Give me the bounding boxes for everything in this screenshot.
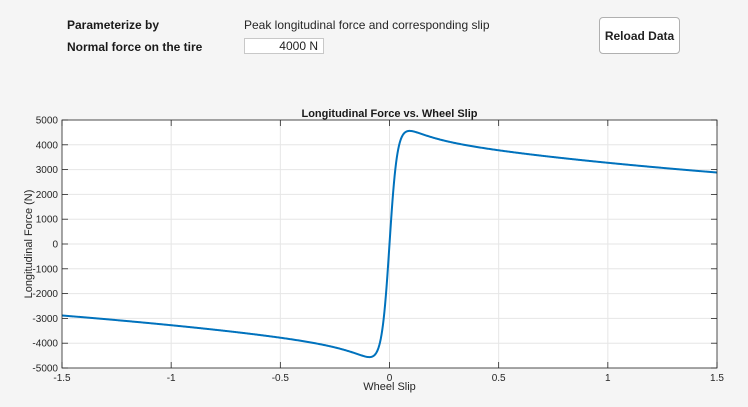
y-tick-label: -1000 [32,264,58,275]
axis-ticks: -1.5 -1 -0.5 0 0.5 1 1.5 -5000 -4000 -3000 -2000 -1… [32,116,724,385]
y-tick-label: -5000 [32,364,58,375]
y-tick-label: 4000 [36,140,59,151]
x-tick-label: 0 [387,373,393,384]
x-tick-label: -1.5 [53,373,71,384]
x-tick-label: 0.5 [492,373,506,384]
y-tick-label: 3000 [36,165,59,176]
x-tick-label: -0.5 [272,373,290,384]
x-tick-label: 1 [605,373,611,384]
y-tick-label: 2000 [36,190,59,201]
y-tick-label: -3000 [32,314,58,325]
y-tick-label: -4000 [32,339,58,350]
y-tick-label: -2000 [32,289,58,300]
normal-force-label: Normal force on the tire [67,40,203,54]
force-curve [61,129,718,359]
chart-title: Longitudinal Force vs. Wheel Slip [301,108,477,120]
y-tick-label: 1000 [36,215,59,226]
y-tick-label: 5000 [36,116,59,127]
x-tick-label: -1 [167,373,176,384]
x-tick-label: 1.5 [710,373,724,384]
y-axis-label: Longitudinal Force (N) [23,190,35,299]
y-tick-label: 0 [52,240,58,251]
parameterize-label: Parameterize by [67,18,160,32]
normal-force-input[interactable]: 4000 N [244,38,324,54]
x-axis-label: Wheel Slip [363,381,416,393]
reload-data-button[interactable]: Reload Data [599,17,680,54]
parameterize-dropdown[interactable]: Peak longitudinal force and correspondin… [244,18,490,32]
